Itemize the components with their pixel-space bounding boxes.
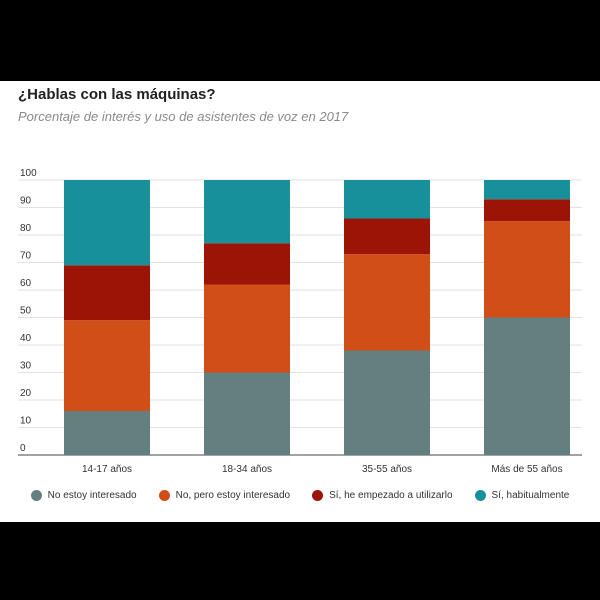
legend: No estoy interesado No, pero estoy intere… [0, 490, 600, 501]
legend-label: No, pero estoy interesado [175, 490, 291, 501]
legend-item: No, pero estoy interesado [158, 490, 291, 501]
legend-swatch [158, 490, 170, 501]
x-category-label: 35-55 años [362, 464, 412, 475]
legend-swatch [30, 490, 42, 501]
chart-card: ¿Hablas con las máquinas? Porcentaje de … [0, 81, 600, 522]
x-category-label: Más de 55 años [491, 464, 562, 475]
bars [64, 180, 570, 455]
legend-item: Sí, habitualmente [474, 490, 570, 501]
legend-label: Sí, habitualmente [491, 490, 570, 501]
bar-segment [484, 317, 570, 455]
y-tick-label: 60 [20, 278, 32, 289]
stacked-bar-chart: 0 10 20 30 40 50 60 70 80 90 100 14-17 años 18-34 a… [18, 168, 582, 475]
bar-segment [344, 218, 430, 255]
legend-swatch [474, 490, 486, 501]
y-tick-label: 90 [20, 196, 32, 207]
bar-segment [344, 254, 430, 351]
y-tick-label: 30 [20, 361, 32, 372]
legend-item: Sí, he empezado a utilizarlo [312, 490, 453, 501]
y-tick-label: 20 [20, 388, 32, 399]
y-tick-label: 0 [20, 443, 26, 454]
x-category-label: 14-17 años [82, 464, 132, 475]
y-tick-label: 100 [20, 168, 37, 179]
chart-subtitle: Porcentaje de interés y uso de asistente… [18, 109, 349, 124]
x-category-label: 18-34 años [222, 464, 272, 475]
y-axis-ticks: 0 10 20 30 40 50 60 70 80 90 100 [20, 168, 37, 454]
y-tick-label: 50 [20, 306, 32, 317]
y-tick-label: 10 [20, 416, 32, 427]
bar-segment [64, 411, 150, 455]
y-tick-label: 40 [20, 333, 32, 344]
x-axis-labels: 14-17 años 18-34 años 35-55 años Más de 55 … [82, 464, 563, 475]
chart-title: ¿Hablas con las máquinas? [18, 86, 216, 103]
bar-segment [64, 180, 150, 266]
bar-segment [484, 180, 570, 200]
bar-segment [204, 243, 290, 285]
bar-segment [484, 221, 570, 318]
bar-segment [64, 320, 150, 411]
legend-item: No estoy interesado [30, 490, 137, 501]
bar-segment [484, 199, 570, 222]
bar-segment [344, 180, 430, 219]
bar-segment [344, 350, 430, 455]
legend-label: Sí, he empezado a utilizarlo [329, 490, 453, 501]
bar-segment [204, 180, 290, 244]
y-tick-label: 70 [20, 251, 32, 262]
y-tick-label: 80 [20, 223, 32, 234]
legend-label: No estoy interesado [47, 490, 137, 501]
bar-segment [204, 284, 290, 373]
bar-segment [204, 372, 290, 455]
bar-segment [64, 265, 150, 321]
legend-swatch [312, 490, 324, 501]
